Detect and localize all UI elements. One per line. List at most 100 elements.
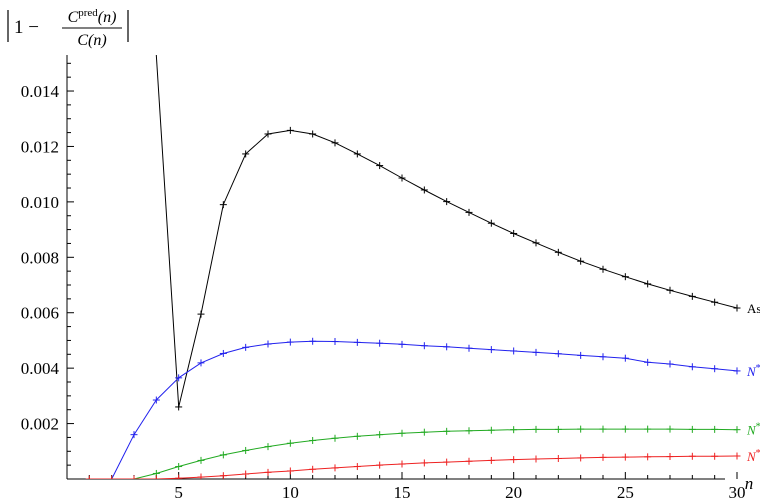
data-point-n-2: [443, 343, 451, 351]
series-line-n-2: [89, 340, 738, 479]
data-point-asymp: [353, 150, 361, 158]
data-point-asymp: [532, 239, 540, 247]
data-point-asymp: [197, 310, 205, 318]
data-point-n-2: [353, 338, 361, 346]
data-point-n-4: [376, 461, 384, 469]
series-label-n-4: N*=4: [746, 448, 760, 464]
data-point-n-4: [621, 453, 629, 461]
data-point-n-2: [242, 343, 250, 351]
data-point-n-2: [286, 338, 294, 346]
data-point-n-2: [197, 359, 205, 367]
data-point-n-4: [443, 458, 451, 466]
data-point-asymp: [286, 126, 294, 134]
x-tick-label: 15: [394, 483, 411, 502]
data-point-n-4: [465, 457, 473, 465]
x-tick-label: 30: [729, 483, 746, 502]
data-point-asymp: [264, 130, 272, 138]
data-point-n-2: [175, 374, 183, 382]
x-tick-label: 25: [617, 483, 634, 502]
data-point-n-4: [733, 452, 741, 460]
data-point-n-4: [331, 464, 339, 472]
series-line-asymp: [155, 54, 738, 408]
data-point-n-4: [599, 453, 607, 461]
y-tick-label: 0.006: [21, 304, 59, 323]
data-point-asymp: [621, 273, 629, 281]
data-point-n-3: [621, 425, 629, 433]
data-point-n-2: [398, 340, 406, 348]
data-point-n-4: [510, 456, 518, 464]
numerator-sup: pred: [78, 7, 98, 19]
y-tick-label: 0.004: [21, 359, 60, 378]
data-point-n-2: [577, 351, 585, 359]
data-point-asymp: [175, 403, 183, 411]
data-point-n-2: [711, 365, 719, 373]
data-point-n-3: [175, 463, 183, 471]
data-point-n-4: [487, 456, 495, 464]
data-point-asymp: [219, 201, 227, 209]
data-point-asymp: [487, 219, 495, 227]
data-point-n-3: [376, 431, 384, 439]
data-point-asymp: [510, 229, 518, 237]
data-point-n-3: [465, 427, 473, 435]
data-point-n-3: [197, 456, 205, 464]
series-label-asymp: Asymp: [747, 301, 760, 316]
data-point-n-4: [264, 468, 272, 476]
data-point-n-3: [688, 425, 696, 433]
data-point-n-2: [621, 354, 629, 362]
labels-layer: Asymp N*=2 N*=3 N*=4: [746, 301, 760, 464]
data-point-n-4: [152, 475, 160, 479]
y-axis-title: 1 − Cpred(n) C(n): [7, 7, 129, 49]
data-point-asymp: [242, 150, 250, 158]
data-point-n-2: [599, 353, 607, 361]
x-axis-title: n: [745, 474, 754, 493]
data-point-n-2: [688, 363, 696, 371]
data-point-asymp: [420, 186, 428, 194]
y-axis-title-denominator: C(n): [77, 32, 106, 49]
data-point-n-3: [510, 426, 518, 434]
data-point-n-4: [644, 453, 652, 461]
data-point-n-3: [242, 446, 250, 454]
series-label-n-3: N*=3: [746, 422, 760, 438]
data-point-asymp: [465, 208, 473, 216]
data-point-n-4: [398, 460, 406, 468]
data-point-n-3: [711, 425, 719, 433]
data-point-n-3: [599, 425, 607, 433]
data-point-n-4: [688, 452, 696, 460]
y-tick-label: 0.010: [21, 193, 59, 212]
series-layer: [85, 54, 741, 479]
series-label-n-2: N*=2: [746, 363, 760, 379]
data-point-asymp: [644, 280, 652, 288]
data-point-n-3: [398, 429, 406, 437]
data-point-n-2: [152, 396, 160, 404]
data-point-n-2: [331, 338, 339, 346]
data-point-n-3: [644, 425, 652, 433]
data-point-n-2: [733, 367, 741, 375]
data-point-n-4: [554, 454, 562, 462]
data-point-n-3: [219, 451, 227, 459]
data-point-n-2: [130, 431, 138, 439]
data-point-asymp: [554, 248, 562, 256]
y-tick-label: 0.014: [21, 82, 60, 101]
data-point-n-4: [532, 455, 540, 463]
data-point-n-4: [175, 474, 183, 479]
data-point-n-4: [711, 452, 719, 460]
data-point-asymp: [443, 198, 451, 206]
data-point-n-4: [242, 470, 250, 478]
data-point-n-4: [577, 454, 585, 462]
data-point-n-4: [286, 467, 294, 475]
data-point-n-2: [376, 339, 384, 347]
x-tick-label: 5: [174, 483, 183, 502]
series-line-n-3: [89, 428, 738, 479]
data-point-n-4: [309, 465, 317, 473]
y-tick-label: 0.008: [21, 248, 59, 267]
data-point-asymp: [599, 265, 607, 273]
data-point-n-2: [219, 349, 227, 357]
data-point-n-3: [264, 443, 272, 451]
data-point-n-3: [309, 436, 317, 444]
data-point-asymp: [577, 257, 585, 265]
data-point-n-4: [197, 473, 205, 479]
numerator-base: C: [68, 9, 79, 26]
y-tick-label: 0.002: [21, 415, 59, 434]
data-point-asymp: [733, 304, 741, 312]
data-point-asymp: [666, 286, 674, 294]
